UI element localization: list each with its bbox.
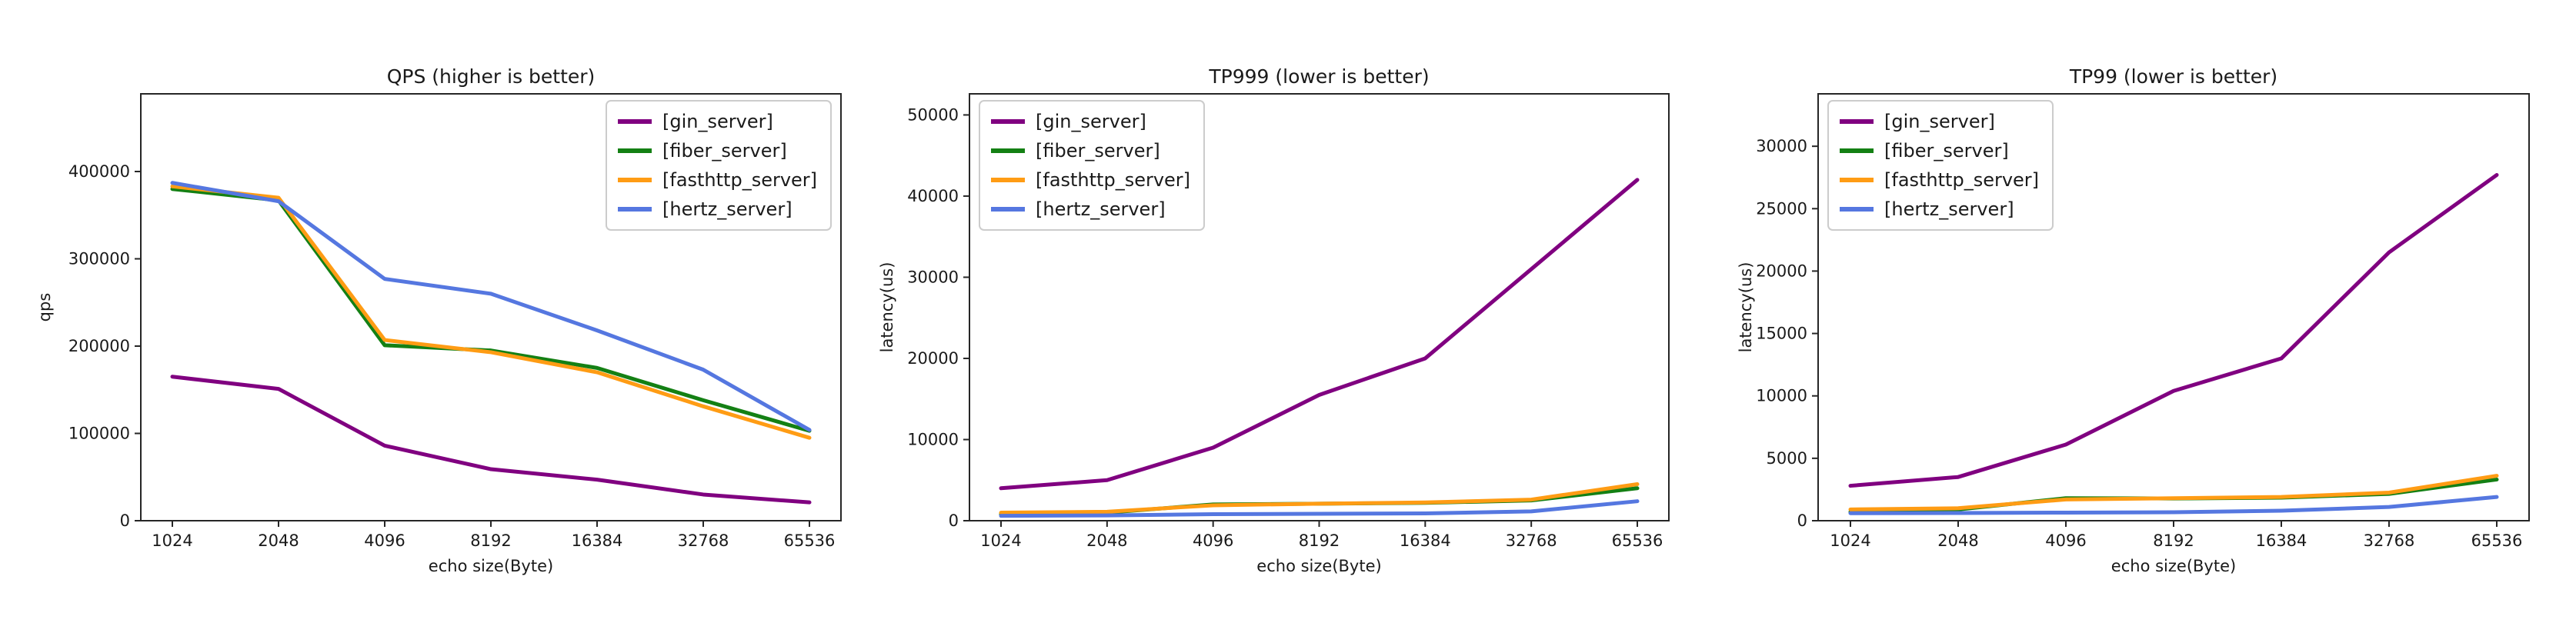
x-axis-label: echo size(Byte): [429, 557, 553, 575]
series-line-hertz_server: [1848, 495, 2499, 515]
x-tick-label: 32768: [2364, 531, 2415, 550]
legend-label: [gin_server]: [1884, 111, 1995, 132]
panel-tp99: 0 5000 10000 15000 20000 25000 30000 1024 2048 40…: [1717, 0, 2576, 623]
y-tick-label: 0: [1797, 511, 1807, 530]
y-tick-label: 20000: [907, 349, 959, 368]
legend: [gin_server] [fiber_server] [fasthttp_serv…: [979, 100, 1205, 231]
series-line-gin_server: [170, 375, 812, 505]
legend-item: [gin_server]: [618, 111, 773, 132]
legend-label: [hertz_server]: [662, 198, 792, 220]
y-tick-label: 5000: [1767, 449, 1807, 468]
legend-label: [fiber_server]: [1884, 140, 2009, 162]
series-line-fasthttp_server: [170, 184, 812, 440]
y-tick-label: 50000: [907, 105, 959, 124]
series-line-fasthttp_server: [1848, 474, 2499, 511]
y-tick-label: 20000: [1756, 262, 1807, 280]
legend-item: [fasthttp_server]: [1840, 169, 2039, 191]
legend-item: [fiber_server]: [991, 140, 1160, 162]
legend-label: [hertz_server]: [1884, 198, 2014, 220]
x-tick-label: 8192: [2153, 531, 2194, 550]
legend-label: [fiber_server]: [1036, 140, 1160, 162]
y-tick-label: 10000: [1756, 387, 1807, 405]
y-tick-label: 40000: [907, 187, 959, 205]
tp99-chart: 0 5000 10000 15000 20000 25000 30000 1024 2048 40…: [1737, 65, 2530, 575]
x-tick-label: 1024: [980, 531, 1021, 550]
legend-item: [hertz_server]: [1840, 198, 2014, 220]
y-tick-label: 400000: [68, 162, 130, 181]
legend-label: [hertz_server]: [1036, 198, 1166, 220]
y-tick-label: 0: [949, 511, 959, 530]
legend-label: [fasthttp_server]: [662, 169, 817, 191]
chart-title: TP999 (lower is better): [1208, 65, 1429, 88]
x-tick-label: 65536: [784, 531, 836, 550]
y-tick-label: 30000: [907, 268, 959, 286]
x-tick-label: 32768: [1506, 531, 1557, 550]
legend-item: [hertz_server]: [618, 198, 792, 220]
legend-box: [979, 100, 1205, 231]
chart-title: TP99 (lower is better): [2069, 65, 2277, 88]
x-tick-label: 65536: [1612, 531, 1663, 550]
y-tick-label: 15000: [1756, 325, 1807, 343]
x-tick-label: 4096: [364, 531, 405, 550]
legend-box: [606, 100, 832, 231]
x-tick-label: 1024: [1830, 531, 1870, 550]
legend-item: [fiber_server]: [618, 140, 787, 162]
legend-item: [fasthttp_server]: [618, 169, 817, 191]
x-tick-label: 2048: [1086, 531, 1127, 550]
x-tick-label: 1024: [152, 531, 192, 550]
legend-box: [1827, 100, 2054, 231]
series-line-fasthttp_server: [999, 482, 1640, 515]
x-axis-label: echo size(Byte): [1256, 557, 1381, 575]
x-tick-label: 4096: [2045, 531, 2086, 550]
x-tick-label: 2048: [258, 531, 299, 550]
series-line-hertz_server: [170, 181, 812, 432]
legend-item: [gin_server]: [1840, 111, 1995, 132]
x-tick-label: 4096: [1193, 531, 1233, 550]
y-axis-label: latency(us): [878, 262, 896, 353]
legend: [gin_server] [fiber_server] [fasthttp_serv…: [606, 100, 832, 231]
series-line-gin_server: [1848, 172, 2499, 488]
legend-item: [fasthttp_server]: [991, 169, 1190, 191]
series-line-hertz_server: [999, 499, 1640, 518]
y-tick-label: 300000: [68, 250, 130, 268]
x-axis-label: echo size(Byte): [2111, 557, 2236, 575]
legend: [gin_server] [fiber_server] [fasthttp_serv…: [1827, 100, 2054, 231]
qps-chart: 0 100000 200000 300000 400000 1024 2048 4096 819…: [35, 65, 842, 575]
y-axis-label: latency(us): [1737, 262, 1755, 353]
y-tick-label: 100000: [68, 425, 130, 443]
y-tick-label: 25000: [1756, 199, 1807, 218]
legend-label: [fiber_server]: [662, 140, 787, 162]
x-tick-label: 16384: [572, 531, 623, 550]
y-tick-label: 200000: [68, 337, 130, 355]
y-tick-label: 0: [120, 511, 130, 530]
legend-label: [fasthttp_server]: [1036, 169, 1190, 191]
legend-item: [hertz_server]: [991, 198, 1166, 220]
tp999-chart: 0 10000 20000 30000 40000 50000 1024 2048 4096 81…: [878, 65, 1670, 575]
panel-qps: 0 100000 200000 300000 400000 1024 2048 4096 819…: [0, 0, 859, 623]
x-tick-label: 32768: [678, 531, 729, 550]
x-tick-label: 16384: [2256, 531, 2307, 550]
x-tick-label: 8192: [1299, 531, 1340, 550]
x-tick-label: 2048: [1937, 531, 1978, 550]
y-tick-label: 10000: [907, 430, 959, 448]
panel-tp999: 0 10000 20000 30000 40000 50000 1024 2048 4096 81…: [859, 0, 1717, 623]
legend-label: [gin_server]: [662, 111, 773, 132]
x-tick-label: 65536: [2471, 531, 2523, 550]
legend-item: [gin_server]: [991, 111, 1146, 132]
x-tick-label: 8192: [470, 531, 511, 550]
series-line-gin_server: [999, 178, 1640, 491]
legend-label: [fasthttp_server]: [1884, 169, 2039, 191]
y-axis-label: qps: [35, 293, 54, 322]
chart-title: QPS (higher is better): [387, 65, 596, 88]
legend-item: [fiber_server]: [1840, 140, 2009, 162]
legend-label: [gin_server]: [1036, 111, 1146, 132]
y-tick-label: 30000: [1756, 137, 1807, 155]
x-tick-label: 16384: [1400, 531, 1451, 550]
